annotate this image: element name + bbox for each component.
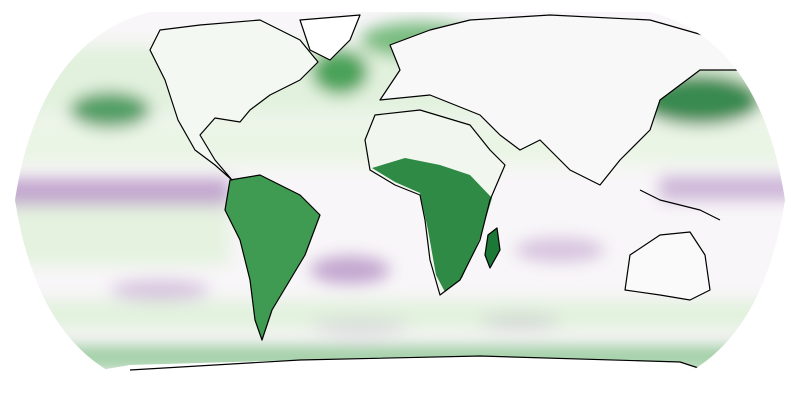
south-america [225, 175, 320, 340]
purple-band-west [15, 178, 230, 208]
se-pacific-purple [110, 280, 210, 300]
south-pacific-green [15, 205, 230, 265]
coast-australia [624, 231, 711, 301]
coast-eurasia [379, 14, 761, 186]
atlantic-storm [312, 50, 368, 94]
coast-indonesia [639, 189, 721, 221]
coast-africa [364, 109, 506, 296]
purple-band-east [660, 176, 785, 200]
antarctica [100, 356, 720, 388]
greenland [300, 15, 360, 60]
southern-green-band [15, 300, 785, 330]
coast-north-america [149, 19, 319, 181]
eurasia [380, 15, 760, 185]
land [100, 15, 760, 388]
madagascar [485, 228, 500, 268]
south-atlantic-purple [310, 256, 390, 284]
coast-south-america [224, 174, 321, 341]
north-america [150, 20, 318, 180]
indian-purple [515, 238, 605, 262]
coast-greenland [299, 14, 361, 61]
africa-tropics [372, 158, 492, 292]
coastlines [129, 14, 761, 376]
coast-madagascar [484, 227, 501, 269]
pacific-storm [70, 92, 150, 128]
coast-antarctica [129, 355, 721, 376]
australia [625, 232, 710, 300]
